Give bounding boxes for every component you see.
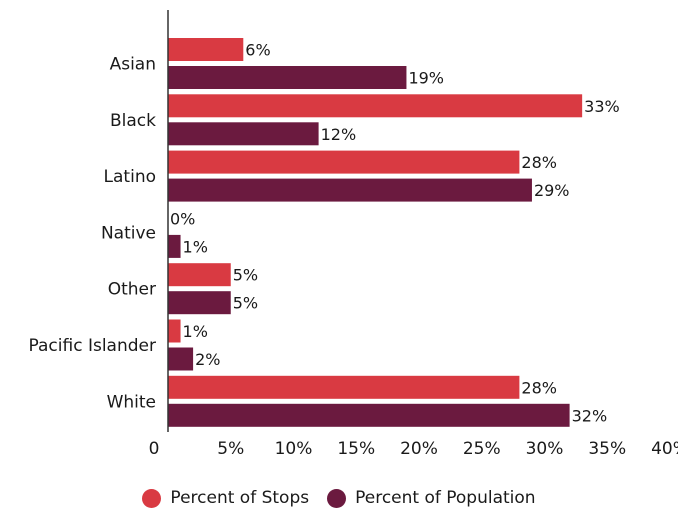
category-label-native: Native [101,223,156,243]
data-label-stops-white: 28% [521,378,557,397]
bar-population-white [168,403,570,427]
bar-population-native [168,234,181,258]
data-label-stops-latino: 28% [521,153,557,172]
legend: Percent of Stops Percent of Population [0,486,678,510]
legend-label-stops: Percent of Stops [170,488,310,508]
bar-stops-asian [168,38,244,61]
category-label-other: Other [108,280,156,300]
legend-swatch-population [327,488,347,508]
bar-population-other [168,291,231,315]
legend-label-population: Percent of Population [355,488,536,508]
bar-population-latino [168,178,532,202]
data-label-population-latino: 29% [534,181,570,200]
x-tick-label-25: 25% [463,439,501,459]
x-tick-label-5: 5% [217,439,244,459]
bar-stops-pacific-islander [168,319,181,343]
category-label-latino: Latino [104,167,156,187]
bar-stops-other [168,263,231,287]
x-tick-label-30: 30% [526,439,564,459]
data-label-stops-native: 0% [170,209,195,228]
bar-stops-black [168,94,583,118]
data-label-stops-pacific-islander: 1% [183,322,208,341]
data-label-population-native: 1% [183,237,208,256]
data-label-stops-black: 33% [584,97,620,116]
legend-swatch-stops [142,488,162,508]
legend-item-population: Percent of Population [327,488,536,508]
bar-population-black [168,122,319,146]
category-label-asian: Asian [110,55,156,75]
category-label-pacific-islander: Pacific Islander [29,336,156,356]
bar-population-pacific-islander [168,347,194,371]
x-tick-label-40: 40% [651,439,678,459]
x-tick-label-20: 20% [400,439,438,459]
bar-stops-white [168,375,520,399]
bar-stops-latino [168,150,520,174]
data-label-stops-other: 5% [233,266,258,285]
data-label-population-black: 12% [321,125,357,144]
data-label-stops-asian: 6% [245,41,270,60]
data-label-population-white: 32% [572,406,608,425]
legend-item-stops: Percent of Stops [142,488,309,508]
data-label-population-asian: 19% [408,69,444,88]
category-label-white: White [107,392,156,412]
category-label-black: Black [110,111,156,131]
data-label-population-other: 5% [233,294,258,313]
bar-population-asian [168,66,407,89]
x-tick-label-0: 0 [149,439,160,459]
x-tick-label-35: 35% [588,439,626,459]
data-label-population-pacific-islander: 2% [195,350,220,369]
x-tick-label-10: 10% [275,439,313,459]
x-tick-label-15: 15% [337,439,375,459]
